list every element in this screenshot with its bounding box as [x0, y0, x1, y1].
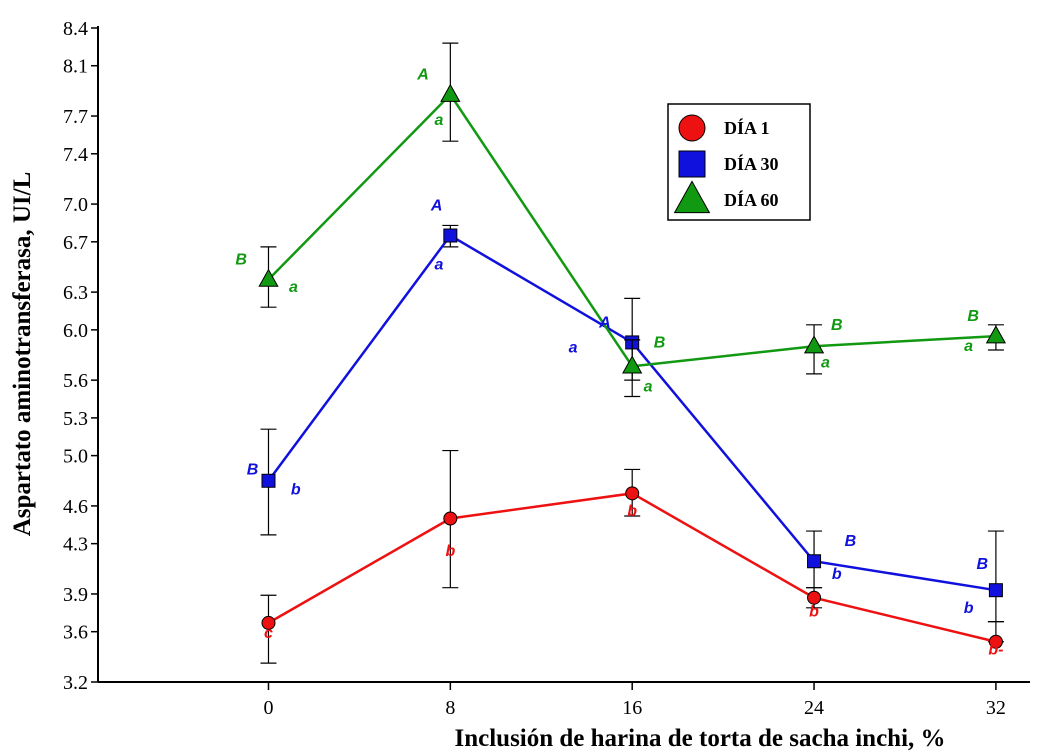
significance-letter: B [845, 533, 857, 550]
significance-letter: b [832, 566, 842, 583]
data-point [440, 83, 461, 102]
significance-letter: B [654, 334, 666, 351]
significance-letter: a [435, 256, 444, 273]
y-tick-label: 8.1 [63, 56, 88, 78]
y-tick-label: 6.0 [63, 320, 88, 342]
data-point [988, 634, 1003, 649]
significance-letter: b- [988, 641, 1003, 658]
significance-letter: A [430, 197, 443, 214]
significance-letter: B [247, 461, 259, 478]
axes: 3.2 3.6 3.9 4.3 4.6 5.0 5.3 5.6 6.0 6.3 6.7 7.0 7.4 7… [63, 18, 1030, 719]
series-3 [258, 42, 1007, 398]
significance-letter: a [644, 378, 653, 395]
significance-letter: a [964, 338, 973, 355]
x-tick-label: 0 [263, 697, 273, 719]
y-tick-label: 4.3 [63, 534, 88, 556]
data-point [625, 486, 640, 501]
legend-marker [678, 150, 706, 178]
y-tick-label: 6.3 [63, 282, 88, 304]
legend-label: DÍA 30 [724, 153, 779, 174]
data-point [803, 335, 825, 354]
y-tick-label: 5.3 [63, 408, 88, 430]
legend-marker [678, 114, 706, 142]
data-point [443, 228, 458, 243]
significance-letter: B [976, 556, 988, 573]
data-point [261, 473, 276, 488]
data-point [988, 583, 1003, 598]
data-point [258, 268, 279, 287]
legend: DÍA 1 DÍA 30 DÍA 60 [667, 103, 811, 221]
legend-label: DÍA 60 [724, 189, 779, 210]
significance-letter: A [416, 67, 429, 84]
data-point [807, 554, 822, 569]
significance-letter: a [821, 355, 830, 372]
y-tick-label: 7.7 [63, 106, 88, 128]
y-tick-label: 7.0 [63, 194, 88, 216]
significance-letter: b [291, 482, 301, 499]
significance-letter: b [964, 600, 974, 617]
x-axis-title: Inclusión de harina de torta de sacha in… [454, 725, 945, 752]
y-axis-title: Aspartato aminotransferasa, UI/L [9, 172, 36, 537]
significance-letter: B [967, 308, 979, 325]
y-tick-label: 6.7 [63, 232, 88, 254]
significance-letter: b [445, 543, 455, 560]
significance-letter: A [598, 314, 611, 331]
y-tick-label: 3.9 [63, 584, 88, 606]
significance-letter: a [569, 339, 578, 356]
series-1 [260, 449, 1004, 664]
series-line [267, 233, 997, 592]
data-point [985, 325, 1007, 344]
significance-letter: b [809, 604, 819, 621]
y-tick-label: 3.2 [63, 672, 88, 694]
data-point [261, 615, 276, 630]
data-point [807, 590, 822, 605]
data-point [443, 511, 458, 526]
significance-letter: a [435, 112, 444, 129]
y-tick-label: 8.4 [63, 18, 88, 40]
x-tick-label: 16 [622, 697, 642, 719]
y-tick-label: 5.6 [63, 370, 88, 392]
legend-label: DÍA 1 [724, 117, 770, 138]
data-point [622, 355, 643, 374]
significance-letter: a [289, 279, 298, 296]
y-tick-label: 3.6 [63, 622, 88, 644]
significance-letter: B [235, 251, 247, 268]
significance-letter: B [831, 317, 843, 334]
y-tick-label: 7.4 [63, 144, 88, 166]
legend-marker [673, 180, 711, 214]
significance-letter: c [264, 625, 273, 642]
significance-letter: b [627, 503, 637, 520]
y-tick-label: 4.6 [63, 496, 88, 518]
x-tick-label: 32 [986, 697, 1006, 719]
x-tick-label: 24 [804, 697, 824, 719]
y-tick-label: 5.0 [63, 446, 88, 468]
series-layer [258, 42, 1007, 664]
x-tick-label: 8 [445, 697, 455, 719]
